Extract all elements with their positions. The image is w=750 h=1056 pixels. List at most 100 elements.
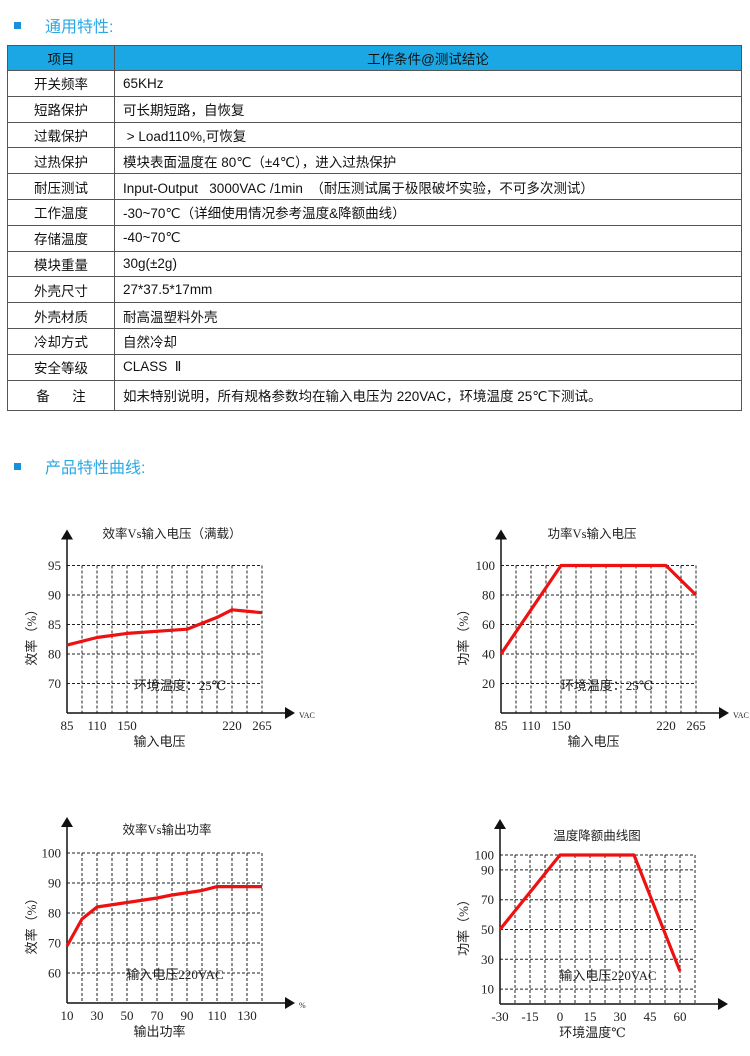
table-row: 备 注 如未特别说明，所有规格参数均在输入电压为 220VAC，环境温度 25℃… bbox=[7, 379, 742, 411]
x-tick-label: 150 bbox=[551, 718, 571, 733]
row-item-value: 27*37.5*17mm bbox=[114, 276, 742, 304]
y-tick-label: 85 bbox=[48, 617, 61, 632]
y-tick-label: 30 bbox=[481, 952, 494, 967]
column-header-condition: 工作条件@测试结论 bbox=[114, 45, 742, 71]
y-tick-label: 100 bbox=[475, 848, 495, 863]
y-tick-label: 100 bbox=[476, 558, 496, 573]
section-title: 产品特性曲线: bbox=[45, 460, 146, 477]
x-tick-label: -30 bbox=[491, 1009, 508, 1024]
row-item-label: 外壳材质 bbox=[7, 302, 115, 329]
bullet-square-icon bbox=[14, 462, 21, 470]
y-tick-label: 90 bbox=[481, 862, 494, 877]
y-tick-label: 40 bbox=[482, 647, 495, 662]
x-axis-label: 输入电压 bbox=[567, 734, 619, 749]
series-line bbox=[65, 884, 262, 947]
y-axis-label: 效率（%） bbox=[24, 603, 39, 666]
chart-title: 温度降额曲线图 bbox=[553, 828, 641, 843]
x-axis-label: 输入电压 bbox=[133, 734, 185, 749]
bullet-square-icon bbox=[14, 21, 21, 29]
row-item-label: 安全等级 bbox=[7, 353, 115, 381]
row-item-value: 如未特别说明，所有规格参数均在输入电压为 220VAC，环境温度 25℃下测试。 bbox=[114, 379, 742, 411]
x-tick-label: 110 bbox=[87, 718, 106, 733]
chart-title: 效率Vs输出功率 bbox=[123, 822, 212, 837]
y-axis-label: 效率（%） bbox=[24, 892, 39, 955]
y-tick-label: 90 bbox=[48, 876, 61, 891]
chart-title: 功率Vs输入电压 bbox=[548, 526, 637, 541]
x-tick-label: 150 bbox=[117, 718, 137, 733]
table-row: 安全等级 CLASS Ⅱ bbox=[7, 353, 742, 381]
section-heading-general: 通用特性: bbox=[14, 13, 113, 37]
row-item-value: -30~70℃（详细使用情况参考温度&降额曲线） bbox=[114, 198, 742, 226]
y-tick-label: 60 bbox=[482, 617, 495, 632]
row-item-value: 65KHz bbox=[114, 70, 742, 97]
x-axis-arrow-icon bbox=[285, 707, 295, 719]
chart-3: 60 70 80 90 100 输入电压220VAC 10 30 50 70 90 110 130% 效率… bbox=[24, 817, 306, 1039]
chart-2: 20 40 60 80 100 环境温度：25℃ 85 110 150 220 265 VAC 功率Vs… bbox=[456, 526, 749, 749]
x-tick-label: 90 bbox=[181, 1008, 194, 1023]
y-tick-label: 50 bbox=[481, 922, 494, 937]
column-header-item: 项目 bbox=[7, 45, 115, 71]
y-axis-arrow-icon bbox=[494, 819, 506, 829]
chart-annotation: 输入电压220VAC bbox=[126, 967, 223, 982]
y-tick-label: 70 bbox=[481, 892, 494, 907]
section-heading-curves: 产品特性曲线: bbox=[14, 454, 145, 478]
x-axis-arrow-icon bbox=[285, 997, 295, 1009]
x-axis-unit: % bbox=[299, 1001, 306, 1010]
x-tick-label: 130 bbox=[237, 1008, 257, 1023]
y-tick-label: 90 bbox=[48, 588, 61, 603]
y-axis-arrow-icon bbox=[61, 817, 73, 827]
y-axis-arrow-icon bbox=[61, 529, 73, 540]
x-axis-arrow-icon bbox=[719, 707, 729, 719]
table-row: 开关频率 65KHz bbox=[7, 70, 742, 97]
x-tick-label: 30 bbox=[91, 1008, 104, 1023]
series-line bbox=[498, 853, 682, 972]
x-tick-label: 265 bbox=[252, 718, 272, 733]
row-item-label: 开关频率 bbox=[7, 70, 115, 97]
x-axis-unit: VAC bbox=[733, 711, 749, 720]
x-tick-label: 15 bbox=[584, 1009, 597, 1024]
y-tick-label: 100 bbox=[42, 846, 62, 861]
y-axis-label: 功率（%） bbox=[456, 603, 471, 666]
row-item-label: 存储温度 bbox=[7, 224, 115, 252]
x-tick-label: 220 bbox=[222, 718, 242, 733]
x-axis-arrow-icon bbox=[718, 998, 728, 1010]
row-item-value: -40~70℃ bbox=[114, 224, 742, 252]
chart-1: 70 80 85 90 95 环境温度：25℃ 85 110 150 220 265 VAC 效率Vs输… bbox=[24, 526, 315, 749]
x-tick-label: 45 bbox=[644, 1009, 657, 1024]
x-tick-label: 60 bbox=[674, 1009, 687, 1024]
y-tick-label: 70 bbox=[48, 936, 61, 951]
x-tick-label: 85 bbox=[495, 718, 508, 733]
x-tick-label: 10 bbox=[61, 1008, 74, 1023]
chart-annotation: 输入电压220VAC bbox=[559, 968, 656, 983]
row-item-label: 备 注 bbox=[7, 379, 115, 411]
x-tick-label: 85 bbox=[61, 718, 74, 733]
y-tick-label: 20 bbox=[482, 676, 495, 691]
x-tick-label: 30 bbox=[614, 1009, 627, 1024]
table-header-row: 项目 工作条件@测试结论 bbox=[7, 45, 742, 71]
x-axis-label: 环境温度℃ bbox=[559, 1025, 626, 1040]
y-tick-label: 80 bbox=[48, 906, 61, 921]
y-axis-label: 功率（%） bbox=[456, 893, 471, 956]
x-tick-label: 70 bbox=[151, 1008, 164, 1023]
row-item-value: > Load110%,可恢复 bbox=[114, 121, 742, 149]
chart-annotation: 环境温度：25℃ bbox=[561, 678, 654, 693]
row-item-value: CLASS Ⅱ bbox=[114, 353, 742, 381]
series-line bbox=[66, 608, 263, 647]
x-tick-label: 110 bbox=[521, 718, 540, 733]
table-row: 存储温度 -40~70℃ bbox=[7, 224, 742, 252]
table-row: 模块重量 30g(±2g) bbox=[7, 250, 742, 278]
row-item-label: 过热保护 bbox=[7, 147, 115, 175]
chart-title: 效率Vs输入电压（满载） bbox=[103, 526, 242, 541]
x-tick-label: 50 bbox=[121, 1008, 134, 1023]
x-tick-label: 110 bbox=[207, 1008, 226, 1023]
x-tick-label: 265 bbox=[686, 718, 706, 733]
x-tick-label: 220 bbox=[656, 718, 676, 733]
row-item-value: 30g(±2g) bbox=[114, 250, 742, 278]
y-axis-arrow-icon bbox=[495, 529, 507, 540]
section-title: 通用特性: bbox=[45, 19, 114, 36]
spec-table: 项目 工作条件@测试结论 开关频率 65KHz 短路保护 可长期短路，自恢复 过载保… bbox=[7, 45, 742, 411]
row-item-label: 耐压测试 bbox=[7, 173, 115, 200]
y-tick-label: 10 bbox=[481, 982, 494, 997]
